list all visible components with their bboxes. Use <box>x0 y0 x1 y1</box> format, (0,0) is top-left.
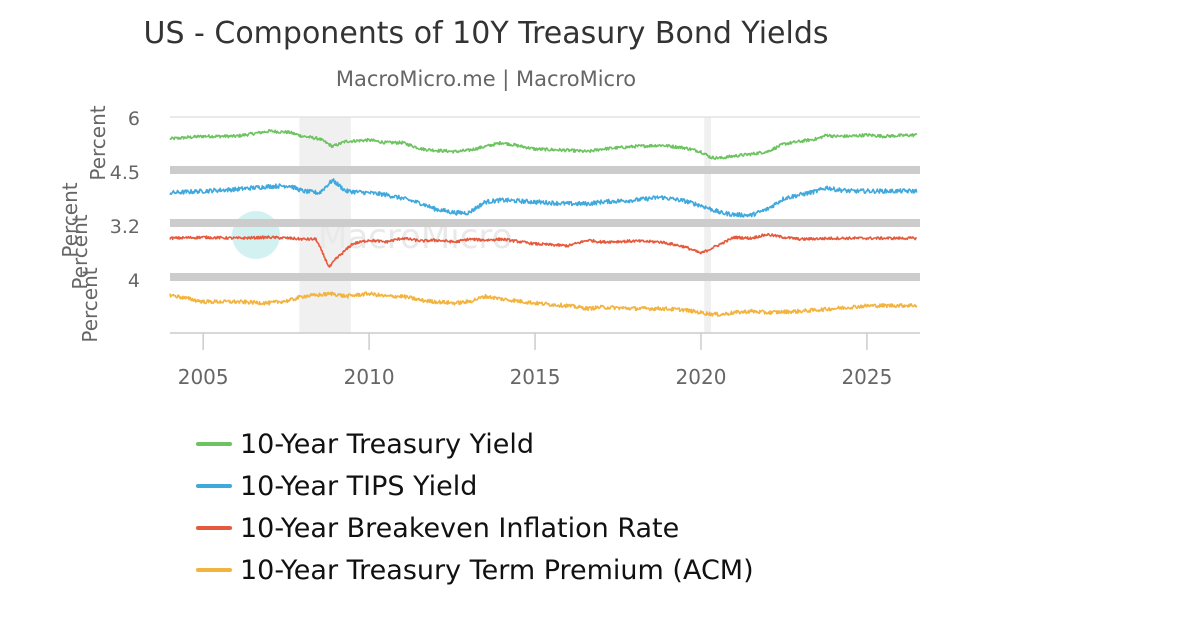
y-tick-label: 3.2 <box>110 216 140 238</box>
x-tick-label: 2025 <box>841 365 892 389</box>
legend-label: 10-Year Treasury Yield <box>240 429 534 460</box>
y-axis-label: Percent <box>86 105 110 180</box>
x-axis-ticks: 2005 2010 2015 2020 2025 <box>178 333 892 389</box>
panel-separator <box>170 166 920 174</box>
x-tick-label: 2010 <box>344 365 395 389</box>
chart-title: US - Components of 10Y Treasury Bond Yie… <box>143 16 828 51</box>
y-tick-label: 6 <box>128 108 140 130</box>
panel-separator <box>170 273 920 281</box>
y-tick-labels: 6 4.5 3.2 4 <box>110 108 140 292</box>
y-tick-label: 4 <box>128 270 140 292</box>
legend-label: 10-Year TIPS Yield <box>240 471 477 502</box>
x-tick-label: 2005 <box>178 365 229 389</box>
watermark-logo <box>232 211 280 259</box>
series-line-1 <box>169 128 918 160</box>
panel-separator <box>170 219 920 227</box>
chart-subtitle: MacroMicro.me | MacroMicro <box>336 67 636 92</box>
y-axis-label: Percent <box>68 214 92 289</box>
y-tick-label: 4.5 <box>110 162 140 184</box>
legend: 10-Year Treasury Yield 10-Year TIPS Yield… <box>196 429 754 586</box>
x-tick-label: 2015 <box>510 365 561 389</box>
x-tick-label: 2020 <box>676 365 727 389</box>
series-line-3 <box>169 232 917 268</box>
legend-label: 10-Year Breakeven Inflation Rate <box>240 513 679 544</box>
y-axis-label: Percent <box>78 267 102 342</box>
panel-separators <box>170 116 920 281</box>
series-line-4 <box>169 291 918 317</box>
series-line-2 <box>169 178 918 218</box>
y-axis-label: Percent <box>58 182 82 257</box>
series-lines <box>169 128 918 317</box>
legend-label: 10-Year Treasury Term Premium (ACM) <box>240 555 754 586</box>
